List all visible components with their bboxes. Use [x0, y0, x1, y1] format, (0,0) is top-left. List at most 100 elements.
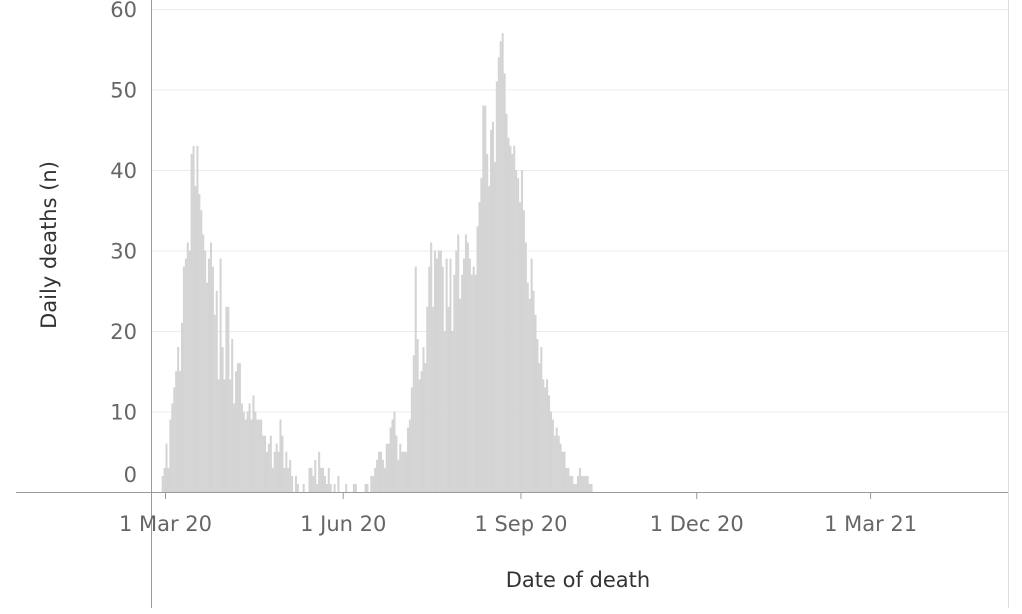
bar	[238, 363, 241, 492]
bar	[586, 475, 589, 492]
bar	[227, 306, 230, 492]
bar	[267, 443, 270, 492]
bar	[424, 363, 427, 492]
bar	[563, 451, 566, 492]
bar	[484, 105, 487, 492]
bar	[389, 427, 392, 492]
bar	[182, 266, 185, 492]
bar	[542, 379, 545, 492]
bar	[379, 451, 382, 492]
bar	[258, 419, 261, 492]
bar	[376, 459, 379, 492]
bar	[497, 57, 500, 493]
bar	[459, 298, 462, 492]
bar	[441, 266, 444, 492]
bar	[578, 467, 581, 492]
bar	[177, 347, 180, 492]
bar	[493, 161, 496, 492]
bar	[213, 314, 216, 492]
bar	[194, 186, 197, 492]
bar	[260, 419, 263, 492]
bar	[584, 475, 587, 492]
bar	[233, 403, 236, 492]
bar	[221, 347, 224, 492]
bar	[470, 274, 473, 492]
bar	[461, 274, 464, 492]
bar	[548, 395, 551, 492]
bar	[513, 145, 516, 492]
bar	[200, 210, 203, 492]
bar	[406, 427, 410, 492]
bar	[474, 274, 477, 492]
bar	[372, 475, 375, 492]
bar	[420, 371, 423, 492]
bar	[575, 483, 578, 492]
bar	[190, 153, 193, 492]
bar	[530, 258, 533, 492]
bar	[435, 258, 438, 492]
bar	[262, 435, 265, 492]
bar	[524, 242, 527, 492]
bar	[215, 290, 218, 492]
bar	[163, 467, 166, 492]
bar	[405, 451, 408, 492]
bar	[240, 403, 243, 492]
bar	[310, 467, 313, 492]
bar	[449, 258, 452, 492]
bar	[173, 387, 176, 492]
bar	[385, 443, 388, 492]
bar	[314, 459, 317, 492]
bar	[403, 451, 406, 492]
bar	[236, 363, 240, 492]
bar	[223, 379, 226, 492]
bar	[447, 306, 450, 492]
bar	[281, 435, 284, 492]
bar	[397, 459, 400, 492]
bar	[250, 419, 253, 492]
bar	[434, 250, 437, 492]
bar	[169, 419, 172, 492]
bar	[333, 483, 336, 492]
bar	[370, 475, 373, 492]
bar	[393, 411, 396, 492]
bar	[198, 194, 201, 492]
bar	[414, 266, 417, 492]
bar	[410, 387, 413, 492]
bar	[445, 258, 448, 492]
y-tick-label: 30	[110, 240, 137, 264]
bar	[482, 105, 485, 492]
bar	[254, 411, 257, 492]
bar	[451, 331, 454, 492]
bar	[590, 483, 593, 492]
bar	[464, 234, 467, 492]
bar	[453, 274, 456, 492]
bar	[520, 170, 523, 492]
bar	[395, 435, 398, 492]
bar	[511, 153, 514, 492]
bar	[515, 170, 518, 492]
bar	[559, 443, 562, 492]
bar	[571, 475, 574, 492]
bar	[374, 467, 377, 492]
bar	[486, 153, 489, 492]
y-axis-title: Daily deaths (n)	[37, 161, 61, 329]
bar	[495, 81, 498, 492]
bar	[252, 395, 255, 492]
bar	[256, 419, 259, 492]
bar	[455, 250, 458, 492]
bar	[171, 403, 174, 492]
bar	[499, 41, 502, 492]
bar	[219, 258, 222, 492]
bar	[457, 234, 460, 492]
bar	[208, 258, 211, 492]
bar	[329, 483, 332, 492]
bar	[480, 178, 483, 493]
bar	[378, 451, 381, 492]
bar	[546, 379, 549, 492]
bar	[229, 379, 232, 492]
bar	[248, 403, 251, 492]
bar	[366, 483, 369, 492]
bar	[387, 443, 390, 492]
bar	[289, 459, 292, 492]
bar	[428, 266, 431, 492]
